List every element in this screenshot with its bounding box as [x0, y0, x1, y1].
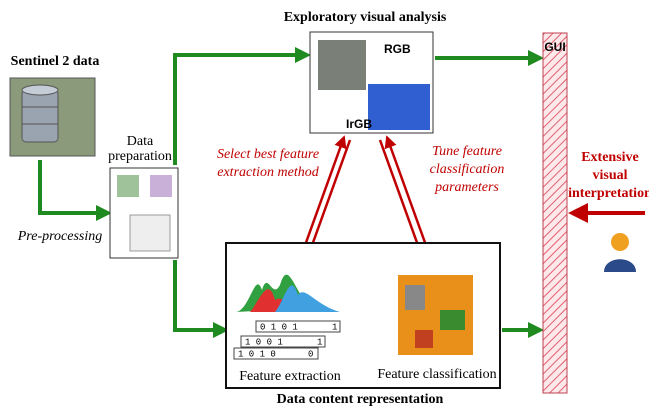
classification-map	[440, 310, 465, 330]
title: Exploratory visual analysis	[284, 10, 447, 25]
representation-label: Data content representation	[277, 392, 444, 407]
gui-bar	[543, 33, 567, 393]
user-icon	[604, 233, 636, 272]
rgb-label: RGB	[384, 42, 411, 56]
diagram: Exploratory visual analysis Sentinel 2 d…	[0, 0, 649, 410]
gui-label: GUI	[544, 40, 565, 54]
feature-classification-label: Feature classification	[377, 367, 496, 382]
binary-text: 1 0 0 1	[245, 337, 283, 347]
arrow	[175, 260, 221, 330]
binary-text: 0	[308, 349, 313, 359]
binary-text: 1	[317, 337, 322, 347]
tune-label: Tune feature	[432, 144, 502, 159]
prep-grid	[150, 175, 172, 197]
interpretation-label: Extensive	[581, 150, 639, 165]
binary-text: 1 0 1 0	[238, 349, 276, 359]
tune-label: parameters	[434, 180, 499, 195]
select-label: extraction method	[217, 165, 319, 180]
prep-label: Data	[127, 134, 154, 149]
binary-text: 1	[332, 322, 337, 332]
page: Exploratory visual analysis Sentinel 2 d…	[0, 0, 649, 410]
pre-processing: Pre-processing	[17, 229, 103, 244]
feature-extraction-label: Feature extraction	[239, 369, 340, 384]
arrow	[40, 160, 104, 213]
prep-table	[130, 215, 170, 251]
database-icon	[22, 85, 58, 142]
irgb-image	[368, 84, 430, 130]
prep-label: preparation	[108, 149, 172, 164]
classification-map	[405, 285, 425, 310]
sentinel-label: Sentinel 2 data	[11, 54, 100, 69]
tune-label: classification	[430, 162, 505, 177]
classification-map	[415, 330, 433, 348]
irgb-label: IrGB	[346, 117, 372, 131]
interpretation-label: interpretation	[568, 186, 649, 201]
binary-text: 0 1 0 1	[260, 322, 298, 332]
rgb-image	[318, 40, 366, 90]
select-label: Select best feature	[217, 147, 319, 162]
interpretation-label: visual	[592, 168, 627, 183]
prep-grid	[117, 175, 139, 197]
